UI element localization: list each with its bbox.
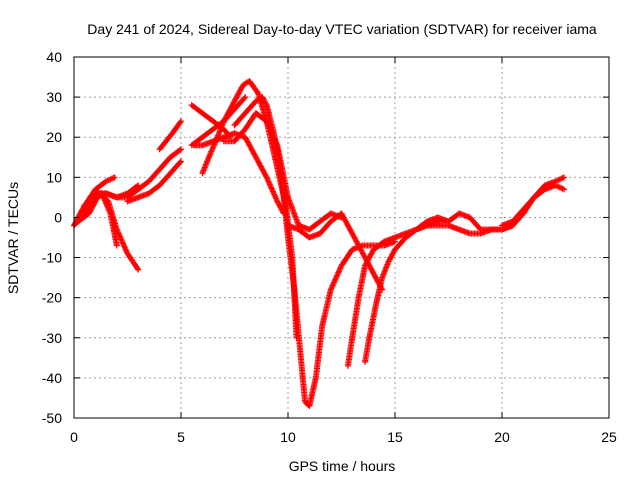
series-arc15 (344, 234, 398, 369)
y-tick-label: 10 (46, 169, 62, 185)
data-point (561, 186, 568, 193)
x-tick-label: 5 (177, 429, 185, 445)
x-tick-label: 10 (280, 429, 296, 445)
data-point (113, 242, 120, 249)
chart-title: Day 241 of 2024, Sidereal Day-to-day VTE… (87, 21, 597, 37)
series-arc10 (190, 130, 287, 217)
plot-frame (73, 56, 610, 419)
x-tick-label: 0 (70, 429, 78, 445)
data-point (111, 174, 118, 181)
y-tick-label: -50 (42, 410, 62, 426)
data-point (262, 100, 269, 107)
y-tick-label: -20 (42, 290, 62, 306)
axis-ticks: 0 5 10 15 20 25 -50 -40 -30 -20 -10 0 10 20 30 40 (42, 49, 617, 445)
data-point (134, 265, 141, 272)
x-tick-label: 20 (494, 429, 510, 445)
x-axis-label: GPS time / hours (289, 458, 396, 474)
y-tick-label: 20 (46, 129, 62, 145)
data-point (241, 95, 248, 102)
data-points (71, 78, 568, 409)
data-point (178, 118, 184, 125)
y-tick-label: 40 (46, 49, 62, 65)
data-point (135, 266, 142, 273)
y-tick-label: -40 (42, 370, 62, 386)
y-tick-label: 30 (46, 89, 62, 105)
data-point (242, 94, 249, 101)
data-point (561, 174, 568, 181)
data-point (177, 159, 184, 166)
y-tick-label: -30 (42, 330, 62, 346)
series-arc7 (156, 118, 184, 153)
data-point (177, 119, 184, 126)
series-arc13 (231, 94, 398, 409)
series-arc20 (499, 182, 568, 229)
series-arc18 (413, 222, 516, 237)
y-tick-label: 0 (54, 209, 62, 225)
data-point (254, 88, 261, 95)
series-arc14 (285, 210, 386, 293)
series-arc6 (124, 158, 184, 205)
x-tick-label: 15 (387, 429, 403, 445)
data-point (176, 147, 183, 154)
y-tick-label: -10 (42, 250, 62, 266)
data-point (262, 172, 269, 179)
data-point (178, 146, 184, 153)
data-point (178, 158, 184, 165)
x-tick-label: 25 (601, 429, 617, 445)
series-arc5 (92, 146, 184, 201)
y-axis-label: SDTVAR / TECUs (5, 182, 21, 294)
